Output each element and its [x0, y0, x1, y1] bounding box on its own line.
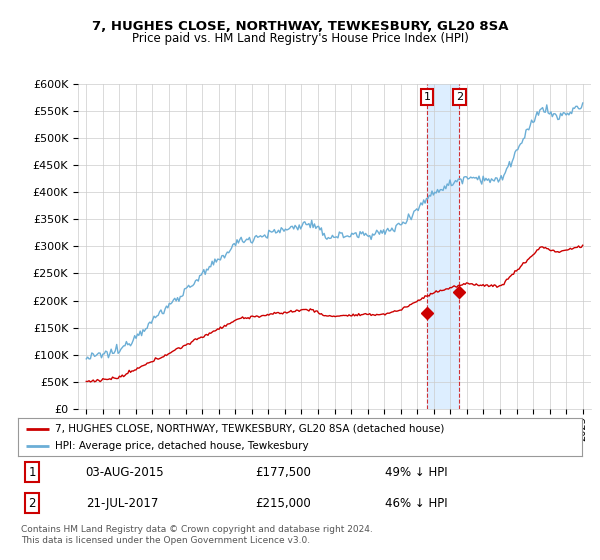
Text: 2: 2: [28, 497, 36, 510]
Text: 7, HUGHES CLOSE, NORTHWAY, TEWKESBURY, GL20 8SA: 7, HUGHES CLOSE, NORTHWAY, TEWKESBURY, G…: [92, 20, 508, 32]
Text: Contains HM Land Registry data © Crown copyright and database right 2024.
This d: Contains HM Land Registry data © Crown c…: [21, 525, 373, 545]
Text: 49% ↓ HPI: 49% ↓ HPI: [385, 465, 447, 479]
Text: 1: 1: [424, 92, 430, 102]
Text: 46% ↓ HPI: 46% ↓ HPI: [385, 497, 447, 510]
Text: 03-AUG-2015: 03-AUG-2015: [86, 465, 164, 479]
Text: £215,000: £215,000: [255, 497, 311, 510]
Bar: [427, 84, 459, 409]
Text: 1: 1: [28, 465, 36, 479]
Text: 21-JUL-2017: 21-JUL-2017: [86, 497, 158, 510]
Text: HPI: Average price, detached house, Tewkesbury: HPI: Average price, detached house, Tewk…: [55, 441, 308, 451]
Text: 7, HUGHES CLOSE, NORTHWAY, TEWKESBURY, GL20 8SA (detached house): 7, HUGHES CLOSE, NORTHWAY, TEWKESBURY, G…: [55, 423, 444, 433]
Text: £177,500: £177,500: [255, 465, 311, 479]
Text: 2: 2: [456, 92, 463, 102]
Text: Price paid vs. HM Land Registry's House Price Index (HPI): Price paid vs. HM Land Registry's House …: [131, 32, 469, 45]
